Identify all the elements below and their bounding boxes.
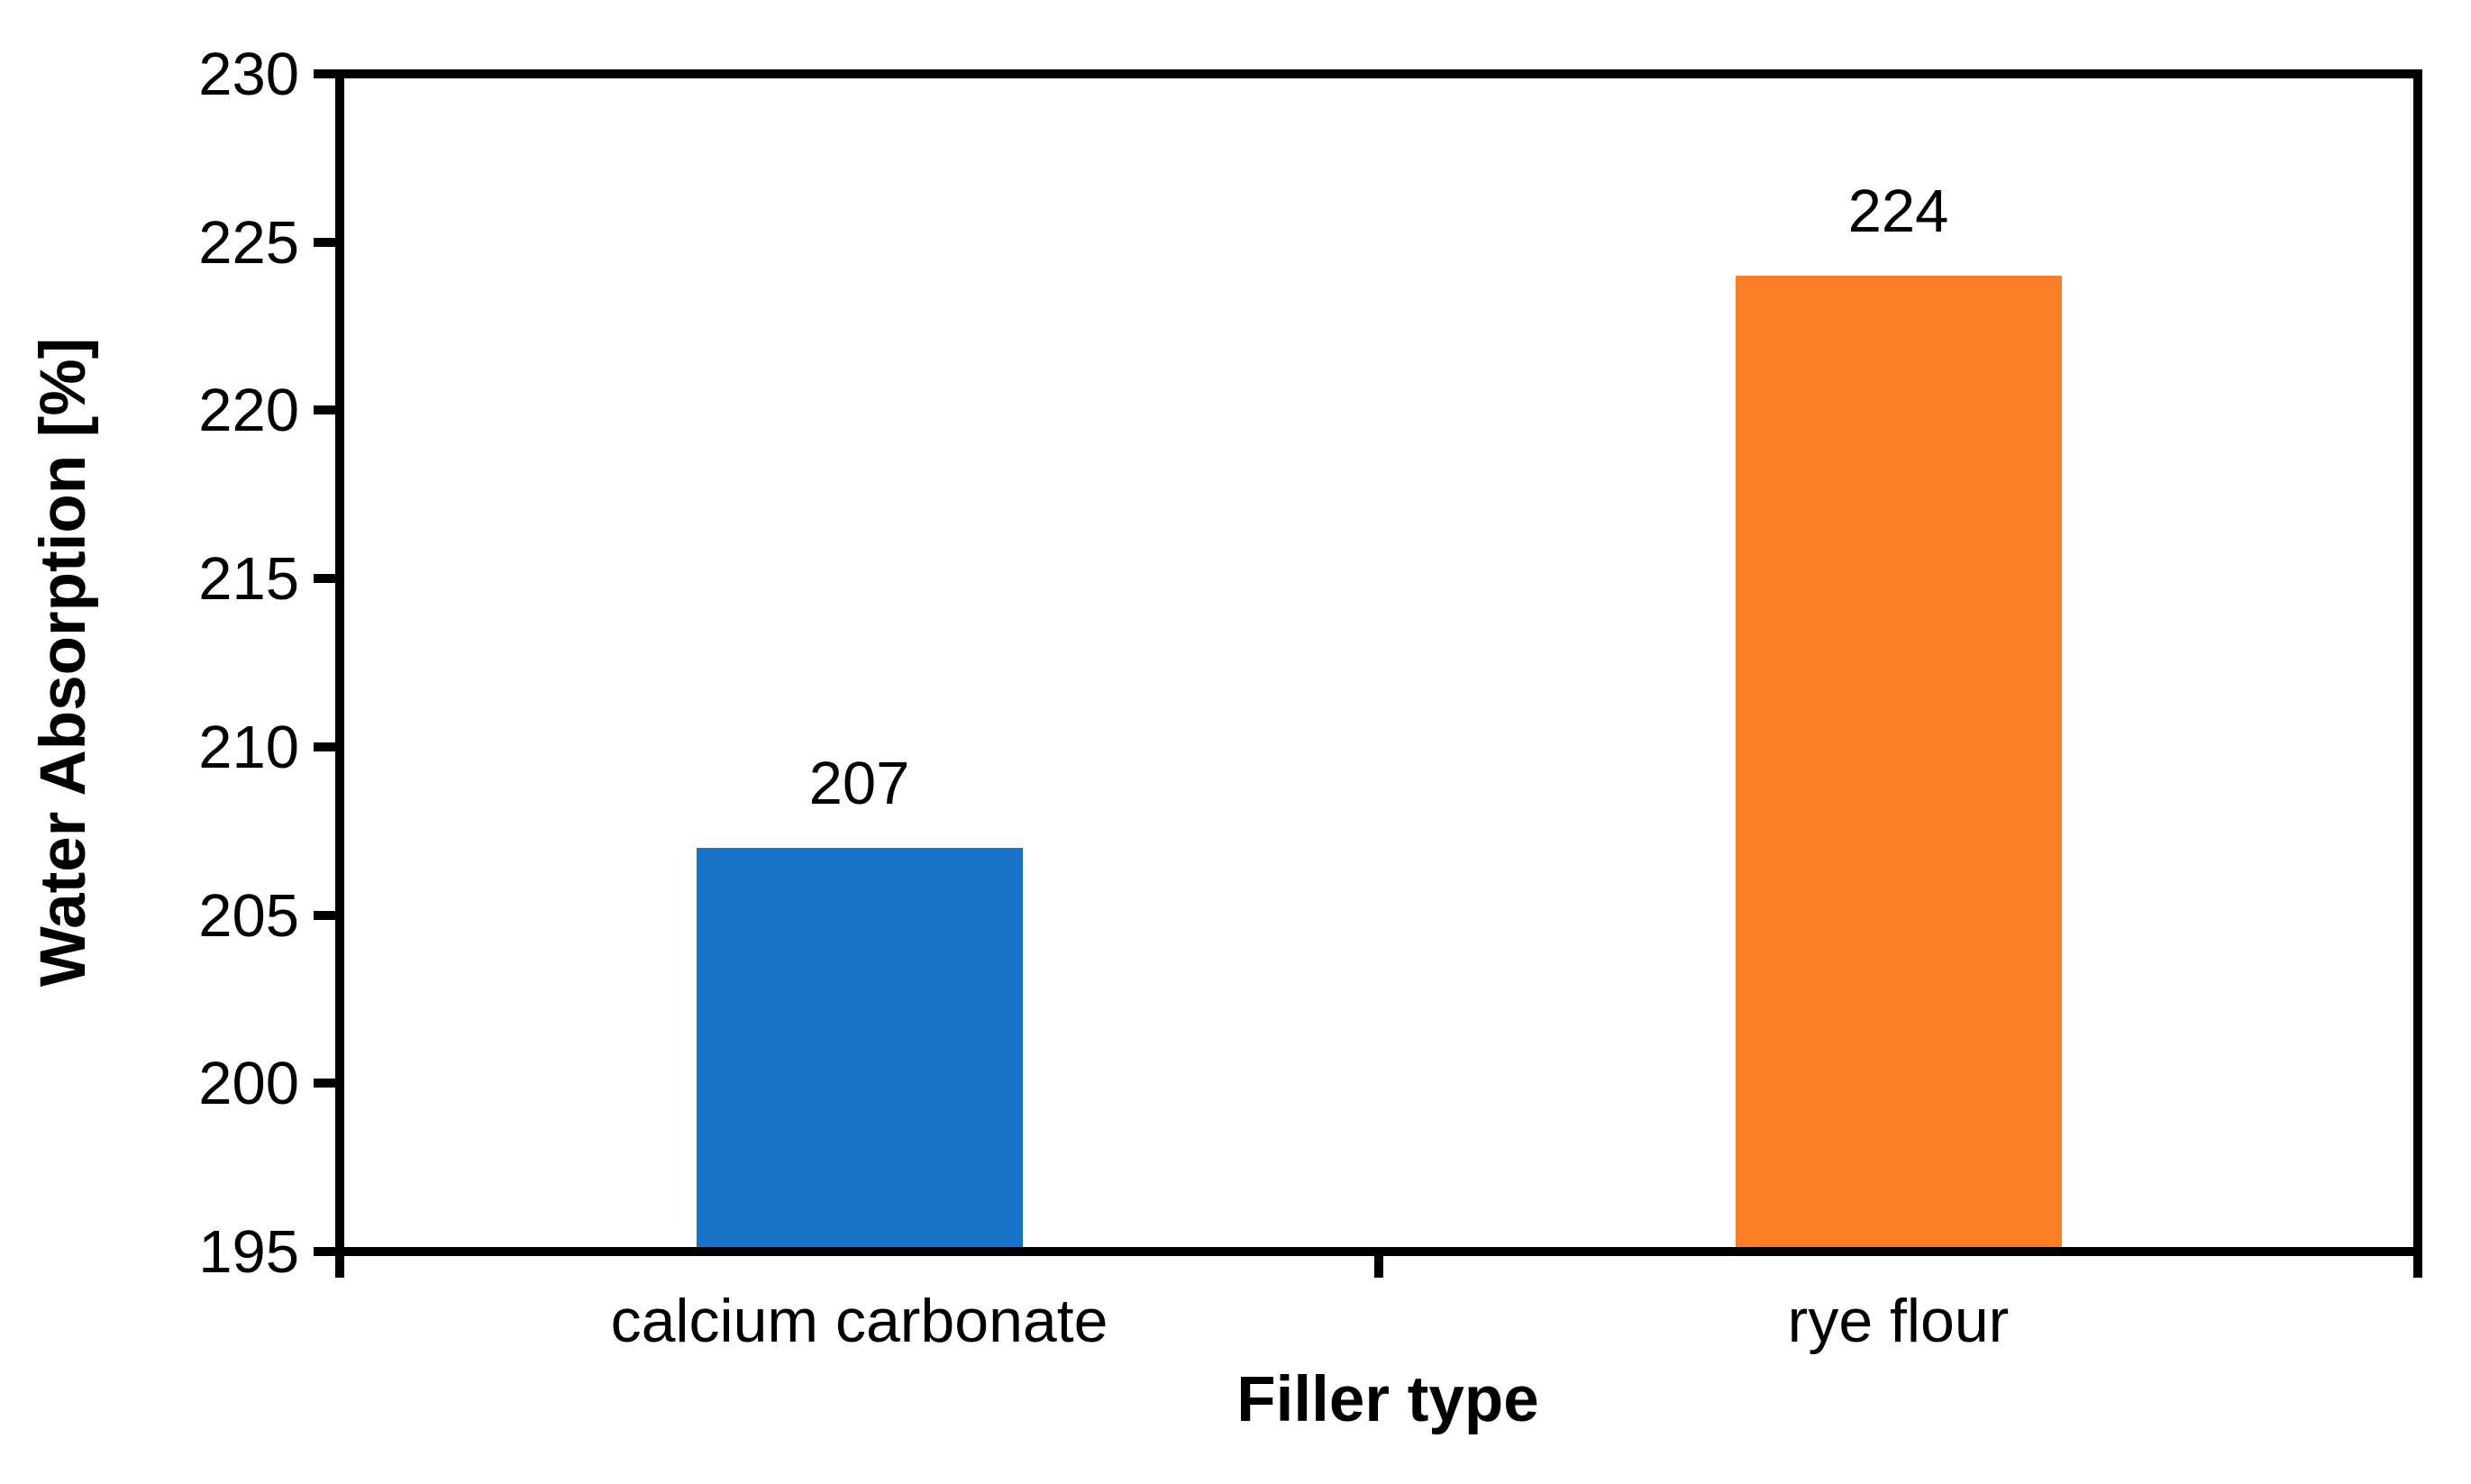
y-axis-title: Water Absorption [%] xyxy=(28,337,99,988)
y-tick-label: 195 xyxy=(198,1218,299,1286)
y-tick-label: 210 xyxy=(198,713,299,781)
y-tick-mark xyxy=(314,1247,337,1256)
bar-rye-flour xyxy=(1735,276,2062,1247)
y-tick-label: 200 xyxy=(198,1050,299,1118)
y-tick-mark xyxy=(314,574,337,584)
x-axis-title: Filler type xyxy=(1236,1364,1539,1435)
y-tick-label: 230 xyxy=(198,41,299,108)
bar-value-label: 207 xyxy=(808,749,910,817)
x-tick-mark xyxy=(335,1254,344,1278)
x-tick-mark xyxy=(2413,1254,2422,1278)
y-tick-mark xyxy=(314,237,337,247)
bar-calcium-carbonate xyxy=(696,847,1023,1247)
plot-area xyxy=(335,69,2422,1256)
y-tick-mark xyxy=(314,742,337,751)
y-tick-mark xyxy=(314,405,337,415)
y-tick-mark xyxy=(314,69,337,78)
x-category-label: rye flour xyxy=(1787,1287,2010,1355)
y-tick-label: 205 xyxy=(198,881,299,950)
x-tick-mark xyxy=(1374,1254,1383,1278)
y-tick-label: 225 xyxy=(198,208,299,277)
y-tick-mark xyxy=(314,1079,337,1088)
y-tick-label: 220 xyxy=(198,377,299,445)
y-tick-mark xyxy=(314,910,337,920)
y-tick-label: 215 xyxy=(198,545,299,614)
bar-value-label: 224 xyxy=(1847,178,1949,246)
x-category-label: calcium carbonate xyxy=(610,1287,1108,1355)
